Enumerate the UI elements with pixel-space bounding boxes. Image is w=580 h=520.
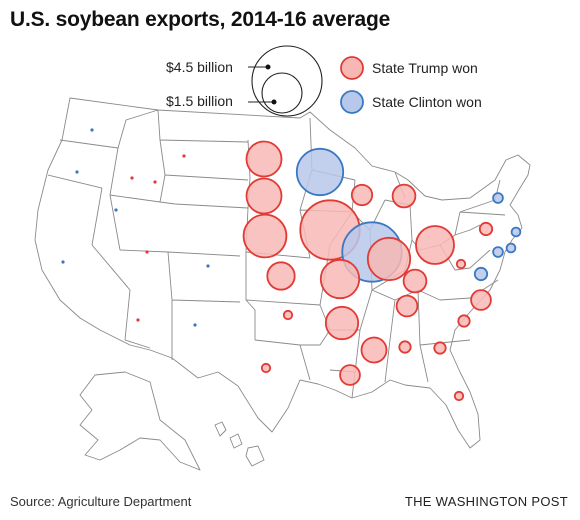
bubble-wyoming: [153, 180, 157, 184]
bubble-alabama: [398, 340, 412, 354]
legend-size-small-circle: [261, 72, 303, 114]
bubble-arkansas: [324, 305, 360, 341]
bubble-kentucky: [402, 268, 428, 294]
bubble-tennessee: [395, 294, 419, 318]
map-title: U.S. soybean exports, 2014-16 average: [10, 8, 391, 31]
bubble-florida: [453, 390, 465, 402]
bubble-maryland: [492, 246, 504, 258]
alaska-outline: [79, 371, 201, 471]
bubble-oklahoma: [282, 309, 294, 321]
legend-size-large-circle: [251, 45, 323, 117]
bubble-california: [61, 260, 65, 264]
bubble-oregon: [75, 170, 79, 174]
bubble-south-dakota: [245, 177, 283, 215]
bubble-new-jersey: [510, 226, 522, 238]
bubble-utah: [145, 250, 149, 254]
legend-dot-small: [271, 99, 277, 105]
bubble-michigan: [391, 183, 417, 209]
bubble-colorado: [206, 264, 210, 268]
legend-size-large-label: $4.5 billion: [166, 59, 233, 75]
bubble-north-dakota: [245, 140, 283, 178]
publisher-credit: THE WASHINGTON POST: [404, 494, 568, 509]
map-legend: $4.5 billion $1.5 billion State Trump wo…: [166, 45, 482, 117]
legend-clinton-swatch: [340, 90, 364, 114]
legend-clinton-label: State Clinton won: [372, 94, 482, 110]
bubble-virginia: [473, 266, 489, 282]
bubble-arizona: [136, 318, 140, 322]
source-note: Source: Agriculture Department: [10, 494, 192, 509]
legend-trump-swatch: [340, 56, 364, 80]
bubble-delaware: [505, 242, 517, 254]
legend-dot-large: [265, 64, 271, 70]
bubble-idaho: [130, 176, 134, 180]
bubble-south-carolina: [457, 314, 471, 328]
bubble-north-carolina: [470, 289, 492, 311]
bubble-kansas: [266, 261, 296, 291]
bubble-pennsylvania: [478, 221, 494, 237]
bubble-nebraska: [242, 213, 288, 259]
bubble-louisiana: [339, 364, 361, 386]
bubble-new-york: [492, 192, 504, 204]
legend-trump-label: State Trump won: [372, 60, 478, 76]
bubble-minnesota: [295, 147, 345, 197]
bubble-montana: [182, 154, 186, 158]
bubble-georgia: [433, 341, 447, 355]
bubble-mississippi: [360, 336, 388, 364]
bubble-texas: [260, 362, 272, 374]
bubble-ohio: [415, 225, 455, 265]
bubble-missouri: [319, 258, 361, 300]
bubble-indiana: [366, 236, 412, 282]
bubble-wisconsin: [350, 183, 374, 207]
hawaii-outline: [214, 421, 265, 467]
legend-size-small-label: $1.5 billion: [166, 93, 233, 109]
bubble-washington: [90, 128, 94, 132]
bubble-new-mexico: [193, 323, 197, 327]
state-bubbles: [61, 128, 522, 402]
bubble-nevada: [114, 208, 118, 212]
bubble-west-virginia: [455, 258, 467, 270]
